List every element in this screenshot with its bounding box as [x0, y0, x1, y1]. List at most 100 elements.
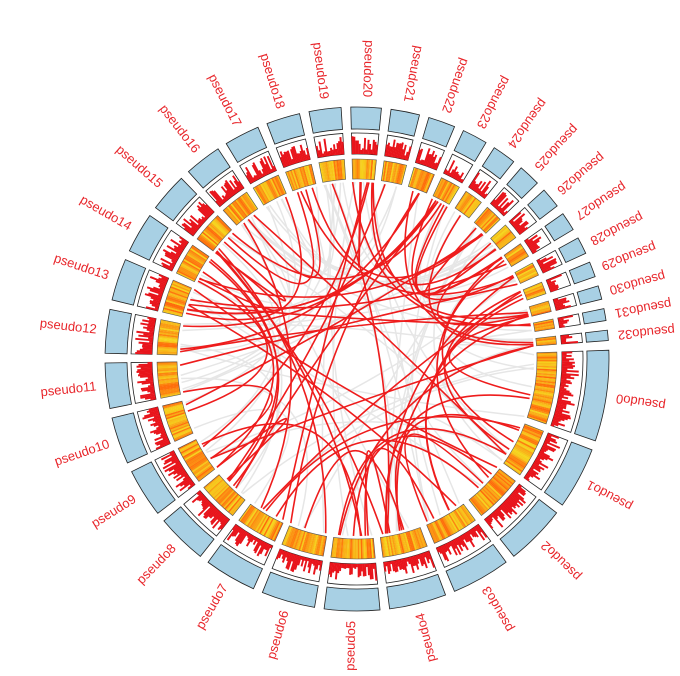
- heatmap-cell: [199, 233, 217, 248]
- heatmap-outline: [156, 361, 181, 399]
- histogram-bar: [137, 379, 154, 384]
- heatmap-cell: [201, 231, 219, 246]
- histogram-bar: [226, 525, 239, 541]
- heatmap-cell: [446, 514, 459, 533]
- background-link: [183, 322, 535, 356]
- histogram-bar: [561, 364, 575, 368]
- histogram-bar: [498, 505, 512, 519]
- heatmap-cell: [158, 382, 179, 388]
- histogram-bar: [143, 411, 160, 418]
- histogram-bar: [136, 330, 154, 335]
- histogram-bar: [290, 554, 297, 572]
- heatmap-cell: [195, 464, 213, 478]
- heatmap-cell: [204, 227, 222, 243]
- histogram-bar: [471, 527, 479, 538]
- background-link: [443, 260, 532, 388]
- histogram-bar: [447, 541, 452, 547]
- heatmap-cell: [452, 510, 465, 529]
- histogram-bar: [148, 337, 154, 340]
- histogram-bar: [252, 176, 257, 182]
- heatmap-cell: [438, 518, 449, 538]
- histogram-bar: [333, 144, 337, 156]
- histogram-bar: [400, 558, 406, 571]
- histogram-bar: [158, 284, 165, 289]
- histogram-bar: [315, 560, 320, 570]
- heatmap-cell: [170, 285, 190, 295]
- histogram-bar: [456, 537, 463, 546]
- histogram-bar: [270, 168, 274, 173]
- histogram-bar: [147, 384, 154, 388]
- histogram-bar: [299, 144, 306, 161]
- heatmap-cell: [158, 378, 179, 383]
- histogram-bar: [281, 551, 288, 563]
- segment-ideogram: [163, 506, 215, 557]
- histogram-bar: [291, 146, 298, 164]
- histogram-bar: [209, 503, 213, 508]
- heatmap-cell: [322, 161, 328, 182]
- heatmap-cell: [238, 196, 253, 214]
- heatmap-cell: [304, 532, 312, 553]
- histogram-bar: [152, 299, 161, 303]
- histogram-bar: [372, 563, 375, 569]
- histogram-bar: [554, 411, 571, 418]
- heatmap-cell: [270, 521, 281, 540]
- histogram-bar: [526, 472, 534, 478]
- histogram-bar: [196, 205, 210, 218]
- histogram-bar: [141, 381, 154, 385]
- histogram-bar: [537, 455, 545, 461]
- histogram-bar: [394, 142, 399, 158]
- histogram-bar: [180, 471, 187, 477]
- histogram-bar: [149, 301, 160, 307]
- histogram-bar: [554, 413, 572, 420]
- link: [218, 247, 327, 534]
- segment-ideogram: [104, 362, 132, 410]
- histogram-bar: [496, 507, 505, 517]
- segment-label: pseudo19: [310, 41, 332, 100]
- heatmap-cell: [265, 180, 277, 199]
- histogram-bar: [546, 273, 562, 282]
- histogram-bar: [411, 556, 417, 566]
- heatmap-cell: [157, 368, 178, 372]
- histogram-bar: [436, 547, 440, 553]
- histogram-bar: [468, 172, 480, 189]
- histogram-bar: [457, 172, 465, 182]
- histogram-bar: [173, 247, 183, 254]
- heatmap-cell: [247, 509, 261, 528]
- histogram-bar: [222, 198, 227, 203]
- histogram-bar: [183, 227, 195, 236]
- histogram-bar: [539, 257, 557, 268]
- histogram-bar: [234, 529, 246, 545]
- heatmap-cell: [264, 518, 276, 538]
- heatmap-outline: [535, 335, 557, 347]
- heatmap-cell: [284, 526, 294, 547]
- histogram-bar: [355, 140, 358, 155]
- histogram-bar: [219, 518, 230, 530]
- background-link: [200, 219, 290, 304]
- heatmap-cell: [171, 282, 191, 293]
- heatmap-cell: [307, 533, 314, 554]
- heatmap-cell: [448, 513, 460, 532]
- histogram-bar: [169, 450, 175, 455]
- segment-label: pseudo14: [78, 192, 135, 234]
- background-link: [332, 183, 428, 522]
- segment-label: pseudo7: [192, 581, 230, 632]
- histogram-bar: [404, 151, 409, 161]
- histogram-bar: [471, 183, 477, 190]
- heatmap-cell: [303, 165, 311, 186]
- heatmap-cell: [384, 161, 389, 182]
- histogram-bar: [541, 261, 558, 271]
- heatmap-cell: [338, 538, 343, 559]
- link: [216, 417, 288, 480]
- histogram-bar: [149, 340, 153, 343]
- histogram-bar: [553, 416, 565, 422]
- heatmap-cell: [481, 487, 497, 504]
- histogram-bar: [146, 286, 164, 294]
- heatmap-cell: [257, 184, 269, 203]
- histogram-bar: [533, 461, 540, 466]
- histogram-bar: [140, 322, 155, 327]
- histogram-bar: [408, 556, 415, 574]
- histogram-bar: [445, 170, 449, 175]
- heatmap-cell: [288, 170, 297, 190]
- heatmap-cell: [410, 530, 419, 550]
- heatmap-cell: [157, 367, 178, 371]
